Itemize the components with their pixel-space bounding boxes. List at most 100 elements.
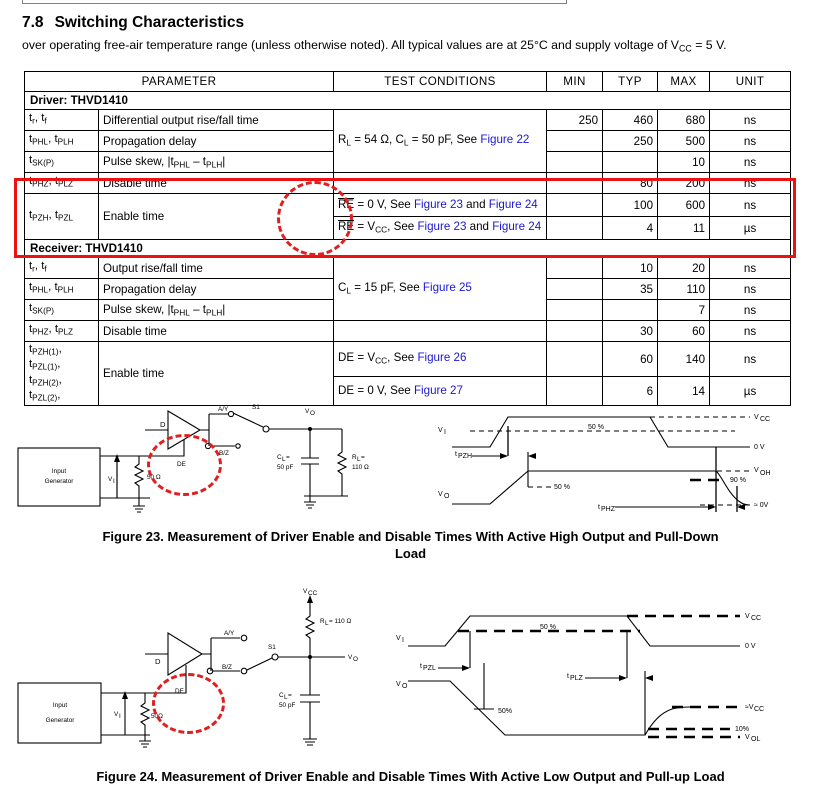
previous-element-box bbox=[22, 0, 567, 4]
output-bus bbox=[200, 414, 210, 446]
typ-value: 460 bbox=[602, 109, 659, 131]
table-row: tPHZ, tPLZ Disable time 80 200 ns bbox=[24, 172, 792, 194]
table-row: tPHZ, tPLZ Disable time 30 60 ns bbox=[24, 320, 792, 342]
param-tphl-tplh: tPHL, tPLH bbox=[24, 278, 99, 300]
driver-label: D bbox=[155, 657, 161, 666]
rl-label: R bbox=[352, 454, 357, 461]
output-b-label: B/Z bbox=[222, 664, 232, 671]
wf-t-disable-subscript: PHZ bbox=[601, 506, 616, 513]
min-value bbox=[546, 257, 604, 279]
min-value bbox=[546, 320, 604, 342]
table-group-receiver: Receiver: THVD1410 bbox=[23, 239, 792, 258]
max-value: 110 bbox=[657, 278, 711, 300]
cl-capacitor bbox=[301, 429, 319, 496]
figure-24: Input Generator V I 50Ω D DE A/Y B/Z S1 … bbox=[0, 583, 821, 753]
terminal-a bbox=[240, 634, 248, 642]
typ-value bbox=[602, 151, 659, 173]
figure-23-circuit: Input Generator V I 50 Ω D DE A/Y B/Z S bbox=[17, 404, 369, 513]
min-value bbox=[546, 340, 604, 378]
max-value: 140 bbox=[657, 340, 711, 378]
generator-label-line2: Generator bbox=[46, 717, 76, 724]
vo-label: V bbox=[305, 408, 310, 415]
link-figure-26[interactable]: Figure 26 bbox=[417, 350, 467, 364]
figure-24-circuit: Input Generator V I 50Ω D DE A/Y B/Z S1 … bbox=[17, 588, 358, 748]
min-value bbox=[546, 172, 604, 194]
link-figure-24[interactable]: Figure 24 bbox=[492, 219, 542, 233]
typ-value: 80 bbox=[602, 172, 659, 194]
rl-label: R bbox=[320, 618, 325, 625]
wf-mid-in: 50 % bbox=[588, 424, 604, 431]
min-value bbox=[546, 193, 604, 217]
unit-value: ns bbox=[709, 257, 792, 279]
header-test-conditions: TEST CONDITIONS bbox=[333, 71, 548, 92]
wf-mid-out: 50 % bbox=[554, 484, 570, 491]
link-figure-23[interactable]: Figure 23 bbox=[417, 219, 467, 233]
typ-value: 30 bbox=[602, 320, 659, 342]
output-b-label: B/Z bbox=[219, 450, 229, 457]
table-header-row: PARAMETER TEST CONDITIONS MIN TYP MAX UN… bbox=[23, 71, 792, 92]
wf-near-vcc: ≈V bbox=[745, 704, 754, 711]
table-group-driver: Driver: THVD1410 bbox=[23, 91, 792, 110]
table-row: DE = 0 V, See Figure 27 6 14 µs bbox=[25, 376, 792, 407]
link-figure-27[interactable]: Figure 27 bbox=[413, 384, 463, 398]
vo-50pct-tick bbox=[474, 663, 494, 710]
desc-disable-time: Disable time bbox=[97, 172, 335, 194]
cond-re-vcc: RE = VCC, See Figure 23 and Figure 24 bbox=[333, 216, 548, 240]
figure-24-graphic: Input Generator V I 50Ω D DE A/Y B/Z S1 … bbox=[17, 588, 764, 748]
cl-label: C bbox=[279, 692, 284, 699]
max-value: 60 bbox=[657, 320, 711, 342]
subtitle-text-end: = 5 V. bbox=[691, 38, 727, 52]
param-tr-tf: tr, tf bbox=[24, 257, 99, 279]
desc-diff-rise-fall: Differential output rise/fall time bbox=[97, 109, 335, 131]
unit-value: ns bbox=[709, 130, 792, 152]
cl-equals: = bbox=[286, 454, 290, 461]
table-row: tPZH(1), tPZL(1), tPZH(2), tPZL(2), Enable… bbox=[24, 340, 792, 407]
min-value bbox=[546, 299, 604, 321]
output-bus bbox=[202, 638, 212, 671]
tpzh-arrowhead bbox=[500, 453, 508, 459]
wf-t-enable-subscript: PZH bbox=[458, 453, 472, 460]
tplz-arrowhead bbox=[619, 675, 627, 681]
vi-subscript: I bbox=[113, 478, 115, 485]
wf-near-zero: ≈ 0V bbox=[754, 502, 769, 509]
desc-enable-time: Enable time bbox=[97, 340, 335, 407]
link-figure-24[interactable]: Figure 24 bbox=[488, 198, 538, 212]
cond-de-vcc: DE = VCC, See Figure 26 bbox=[333, 340, 548, 378]
vcc-subscript: CC bbox=[308, 590, 318, 597]
max-value: 680 bbox=[657, 109, 711, 131]
wf-vcc: V bbox=[754, 414, 759, 421]
link-figure-25[interactable]: Figure 25 bbox=[422, 280, 472, 294]
wf-t-enable-subscript: PZL bbox=[423, 665, 436, 672]
wf-near-vcc-subscript: CC bbox=[754, 706, 764, 713]
wf-zero: 0 V bbox=[754, 444, 765, 451]
wf-vcc-subscript: CC bbox=[751, 615, 761, 622]
output-a-label: A/Y bbox=[224, 630, 235, 637]
de-label: DE bbox=[175, 688, 184, 695]
wf-t-enable: t bbox=[455, 451, 457, 458]
unit-value: ns bbox=[709, 340, 792, 378]
rl-subscript: L bbox=[357, 456, 361, 463]
param-tpzh-tpzl: tPZH, tPZL bbox=[24, 193, 99, 240]
subtitle-subscript: CC bbox=[679, 43, 692, 54]
wf-vo-label: V bbox=[396, 681, 401, 688]
min-value bbox=[546, 376, 604, 407]
wf-pct10: 10% bbox=[735, 726, 749, 733]
unit-value: ns bbox=[709, 299, 792, 321]
wf-t-disable: t bbox=[598, 504, 600, 511]
input-generator-box bbox=[17, 682, 102, 744]
desc-disable-time: Disable time bbox=[97, 320, 335, 342]
figure-23-caption: Figure 23. Measurement of Driver Enable … bbox=[0, 528, 821, 562]
typ-value: 250 bbox=[602, 130, 659, 152]
link-figure-22[interactable]: Figure 22 bbox=[480, 132, 530, 146]
input-generator-box bbox=[17, 447, 101, 507]
table-row: tr, tf Differential output rise/fall tim… bbox=[24, 109, 792, 173]
input-resistor-50 bbox=[139, 693, 151, 735]
link-figure-23[interactable]: Figure 23 bbox=[413, 198, 463, 212]
table-row-highlighted: RE = VCC, See Figure 23 and Figure 24 4 … bbox=[25, 216, 792, 240]
param-tpzh-tpzl-multi: tPZH(1), tPZL(1), tPZH(2), tPZL(2), bbox=[24, 340, 99, 407]
ground-symbol-load bbox=[304, 495, 348, 509]
vi-waveform-trace bbox=[452, 416, 750, 448]
desc-pulse-skew: Pulse skew, |tPHL – tPLH| bbox=[97, 299, 335, 321]
wf-pct90: 90 % bbox=[730, 477, 746, 484]
table-row: tSK(P) Pulse skew, |tPHL – tPLH| 10 ns bbox=[24, 151, 792, 173]
